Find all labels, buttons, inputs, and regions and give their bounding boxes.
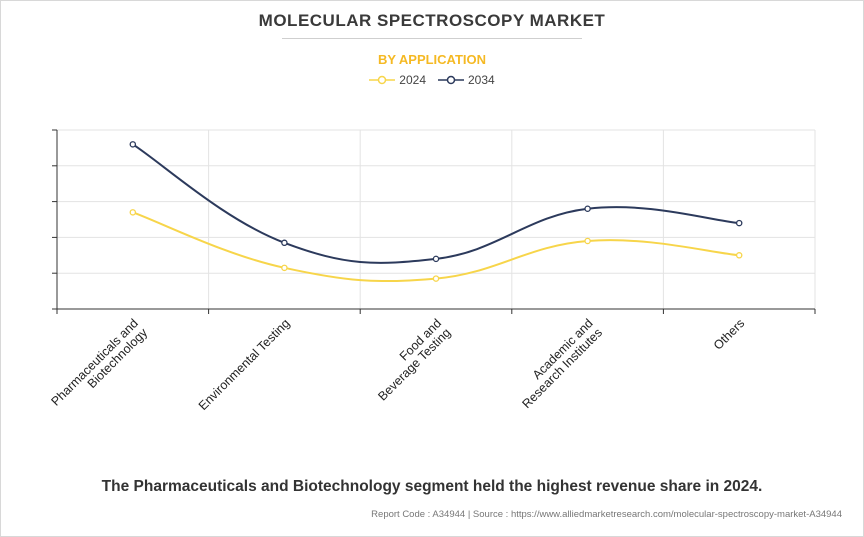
series-line-2034 [132,143,740,264]
legend-label-2024: 2024 [399,73,426,87]
data-point-2034-3 [584,205,591,213]
data-point-2034-4 [735,219,743,227]
source-note: Report Code : A34944 | Source : https://… [371,509,842,520]
x-tick-label-1: Environmental Testing [196,316,293,413]
legend-marker-2034 [438,75,464,85]
series-line-2024 [132,211,740,283]
x-tick-label-3: Academic andResearch Institutes [510,316,605,411]
legend-label-2034: 2034 [468,73,495,87]
legend-item-2024[interactable]: 2024 [369,73,426,87]
line-chart: Pharmaceuticals andBiotechnology Environm… [48,129,816,418]
data-point-2024-4 [735,252,743,259]
chart-subtitle: BY APPLICATION [377,52,487,67]
x-tick-label-0: Pharmaceuticals andBiotechnology [48,316,150,418]
data-point-2024-0 [129,209,137,216]
legend-marker-2024 [369,75,396,85]
legend-item-2034[interactable]: 2034 [438,73,495,87]
data-point-2034-1 [281,239,288,247]
chart-legend: 2024 2034 [0,73,864,87]
x-tick-label-2: Food andBeverage Testing [366,316,453,403]
data-point-2024-2 [432,275,440,282]
data-point-2024-3 [584,237,591,245]
chart-title: MOLECULAR SPECTROSCOPY MARKET [258,11,606,30]
data-point-2034-2 [432,255,440,263]
x-tick-label-line: Environmental Testing [196,316,293,413]
data-point-2024-1 [281,264,288,272]
x-tick-label-4: Others [711,316,747,352]
x-tick-label-line: Pharmaceuticals and [48,316,140,408]
title-divider [282,38,582,39]
x-tick-label-line: Research Institutes [519,326,605,412]
chart-caption: The Pharmaceuticals and Biotechnology se… [101,478,763,495]
x-tick-label-line: Others [711,316,747,352]
data-point-2034-0 [129,141,137,148]
